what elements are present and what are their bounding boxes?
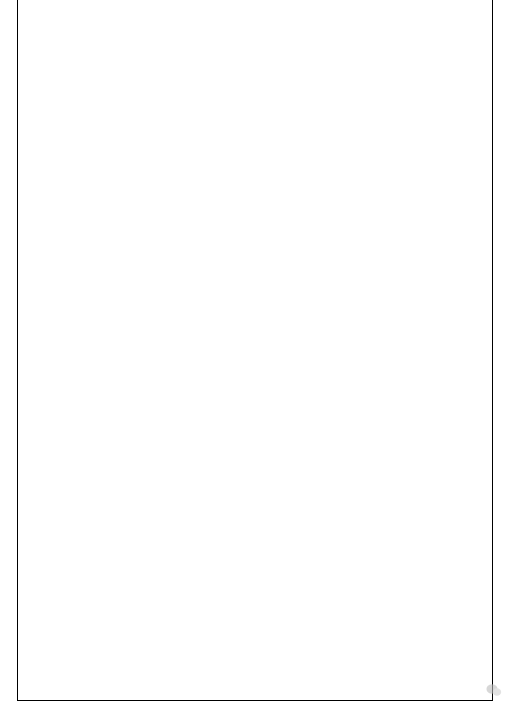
watermark <box>486 683 490 697</box>
edges-layer <box>0 0 508 707</box>
